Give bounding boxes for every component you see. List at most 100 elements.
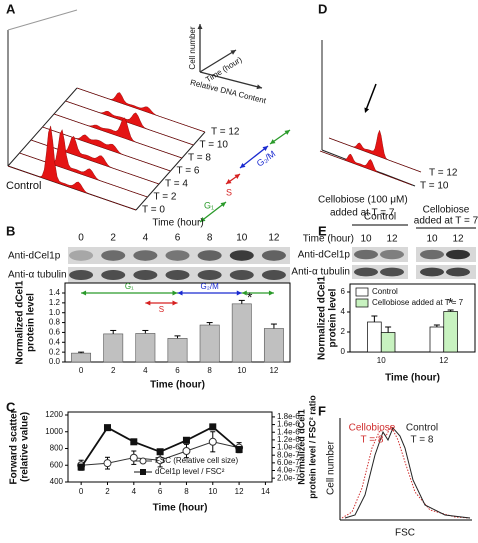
arrow bbox=[239, 145, 269, 169]
blot-row-label: Anti-dCel1p bbox=[298, 250, 351, 261]
arrow-head bbox=[81, 290, 87, 296]
y-axis-label: Normalized dCel1 bbox=[317, 276, 328, 360]
curve-label: T = 8 bbox=[361, 435, 384, 446]
y-tick-label: 2 bbox=[341, 327, 346, 336]
y-tick-label: 0.4 bbox=[49, 337, 61, 346]
dna-histogram bbox=[53, 113, 183, 159]
blot-band bbox=[354, 249, 378, 260]
y-tick-label: 1000 bbox=[45, 427, 63, 436]
time-label: T = 2 bbox=[154, 192, 177, 203]
dna-histogram bbox=[319, 150, 413, 186]
x-tick-label: 10 bbox=[208, 487, 217, 496]
y2-axis-label: protein level / FSC² ratio bbox=[307, 395, 317, 499]
blot-row-label: Anti-dCel1p bbox=[8, 251, 61, 262]
x-tick-label: 12 bbox=[269, 366, 278, 375]
arrow-head bbox=[145, 300, 151, 306]
marker bbox=[182, 436, 190, 444]
wall bbox=[7, 9, 78, 31]
legend-label: FSC (Relative cell size) bbox=[155, 456, 238, 465]
legend-label: Cellobiose added at T = 7 bbox=[372, 298, 464, 307]
arrow-head bbox=[262, 146, 268, 152]
blot-band bbox=[380, 267, 404, 277]
arrow-head bbox=[234, 174, 240, 179]
blot-band bbox=[380, 249, 404, 260]
bar bbox=[367, 321, 382, 353]
time-label: T = 0 bbox=[142, 205, 165, 216]
blot-row-label: Anti-α tubulin bbox=[291, 267, 350, 278]
x-tick-label: 0 bbox=[79, 487, 84, 496]
blot-time: 10 bbox=[426, 234, 438, 245]
blot-band bbox=[165, 270, 190, 280]
panel-label: C bbox=[6, 399, 16, 414]
arrow-head bbox=[256, 84, 262, 90]
legend-label: Control bbox=[372, 287, 398, 296]
blot-time: 4 bbox=[143, 233, 149, 244]
arrow-head bbox=[200, 216, 206, 222]
legend-swatch bbox=[355, 287, 369, 297]
marker bbox=[156, 456, 165, 465]
dna-histogram bbox=[65, 100, 194, 146]
time-label: T = 12 bbox=[211, 127, 240, 138]
curve-label: Control bbox=[406, 423, 438, 434]
blot-band bbox=[101, 270, 126, 280]
histogram-curve bbox=[341, 424, 471, 519]
panel-label: F bbox=[318, 403, 326, 418]
legend-swatch bbox=[355, 298, 369, 308]
blot-time: 2 bbox=[110, 233, 116, 244]
marker bbox=[235, 445, 243, 453]
blot-band bbox=[261, 270, 286, 280]
blot-time: 10 bbox=[360, 234, 372, 245]
blot-band bbox=[197, 250, 222, 261]
legend-marker bbox=[140, 469, 146, 475]
x-tick-label: 8 bbox=[184, 487, 189, 496]
y-tick-label: 4 bbox=[341, 307, 346, 316]
marker bbox=[130, 438, 138, 446]
x-axis-label: Time (hour) bbox=[153, 503, 208, 514]
y-tick-label: 0.2 bbox=[49, 347, 61, 356]
bar bbox=[71, 352, 92, 363]
arrow bbox=[199, 49, 237, 73]
time-label: T = 10 bbox=[420, 181, 449, 192]
x-tick-label: 6 bbox=[158, 487, 163, 496]
time-label: T = 6 bbox=[177, 166, 200, 177]
y-tick-label: 6 bbox=[341, 287, 346, 296]
x-tick-label: 12 bbox=[439, 356, 448, 365]
x-axis-label: Time (hour) bbox=[150, 380, 205, 391]
blot-time: 6 bbox=[175, 233, 181, 244]
blot-band bbox=[446, 249, 470, 260]
marker bbox=[129, 453, 138, 462]
arrow-head bbox=[284, 130, 290, 135]
arrow-head bbox=[177, 290, 183, 296]
blot-time: 12 bbox=[268, 233, 280, 244]
x-axis-label: Time (hour) bbox=[385, 373, 440, 384]
bar bbox=[135, 333, 156, 363]
arrow-head bbox=[268, 290, 274, 296]
y-axis-label: Normalized dCel1 bbox=[15, 280, 26, 364]
arrow-head bbox=[230, 50, 236, 55]
group-label: Cellobiose bbox=[423, 205, 470, 216]
blot-row-label: Anti-α tubulin bbox=[8, 270, 67, 281]
bar bbox=[167, 338, 188, 363]
y-axis-label: protein level bbox=[26, 293, 37, 352]
blot-time: 12 bbox=[452, 234, 464, 245]
y-tick-label: 400 bbox=[50, 477, 64, 486]
arrow-head bbox=[240, 162, 246, 168]
time-label: T = 4 bbox=[165, 179, 188, 190]
blot-band bbox=[261, 250, 286, 261]
blot-time: 8 bbox=[207, 233, 213, 244]
pointer bbox=[365, 83, 377, 111]
y-tick-label: 1.2 bbox=[49, 298, 61, 307]
legend-marker bbox=[139, 457, 147, 465]
axis-label: Relative DNA Content bbox=[189, 78, 267, 106]
phase-label: S bbox=[226, 187, 232, 197]
blot-band bbox=[133, 270, 158, 280]
marker bbox=[103, 459, 112, 468]
blot-band bbox=[165, 250, 190, 261]
bar bbox=[263, 328, 284, 363]
y-tick-label: 0.0 bbox=[49, 357, 61, 366]
blot-band bbox=[446, 267, 470, 277]
condition-label: Cellobiose (100 μM) bbox=[318, 195, 408, 206]
blot-time: 0 bbox=[78, 233, 84, 244]
marker bbox=[77, 463, 85, 471]
